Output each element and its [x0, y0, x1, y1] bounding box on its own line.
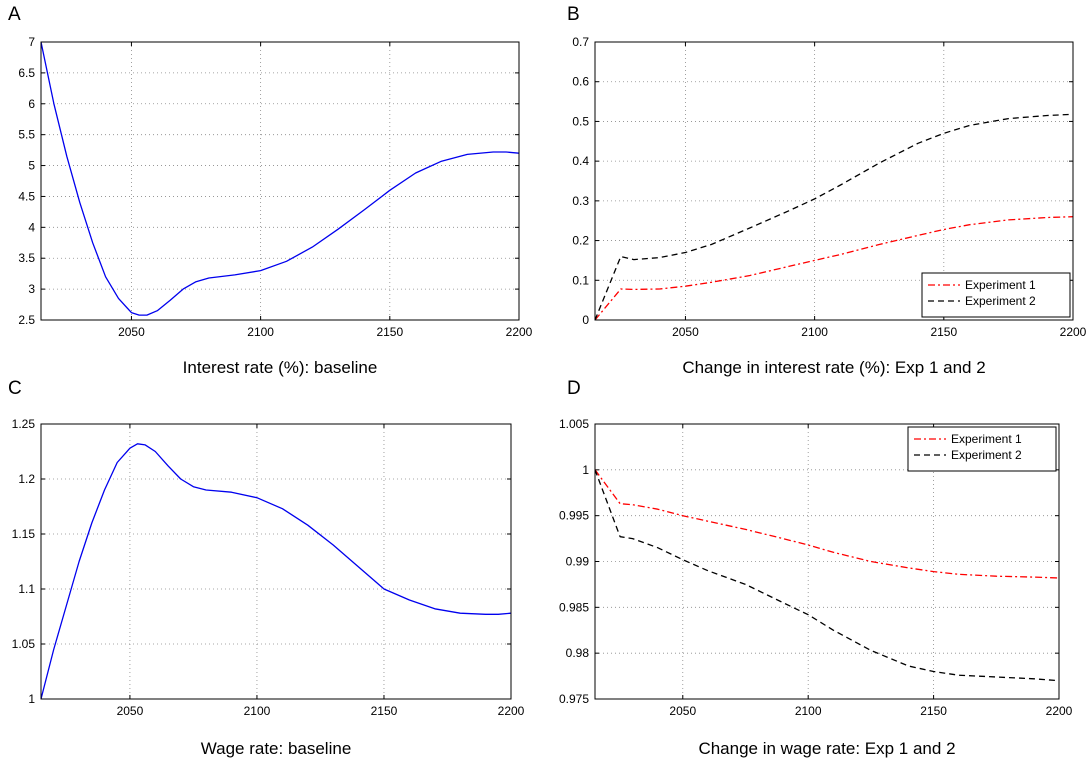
y-tick-label: 6	[28, 97, 35, 111]
x-tick-label: 2150	[920, 704, 947, 718]
y-tick-label: 0.3	[572, 194, 589, 208]
y-tick-label: 4	[28, 220, 35, 234]
plot-frame	[594, 423, 1060, 700]
series-line-experiment-1	[595, 469, 1059, 579]
x-tick-label: 2150	[371, 704, 398, 718]
y-tick-label: 0.1	[572, 273, 589, 287]
series-line	[41, 443, 511, 699]
y-tick-label: 4.5	[18, 189, 35, 203]
chart-panel-b: B 2050 2100 2150 2200 0 0.1 0.2 0.3 0.4 0.5 0.6 0.7 E…	[567, 4, 1087, 377]
x-tick-label: 2100	[247, 325, 274, 339]
x-tick-label: 2050	[118, 325, 145, 339]
plot-frame	[40, 423, 512, 700]
legend-box	[921, 272, 1071, 318]
y-tick-label: 0	[582, 313, 589, 327]
y-tick-label: 1	[582, 463, 589, 477]
panel-letter: B	[567, 4, 580, 25]
chart-panel-a: A 2050 2100 2150 2200 2.5 3 3.5 4 4.5 5 5.5 6 6.5 7 Int…	[8, 4, 533, 377]
x-tick-label: 2150	[930, 325, 957, 339]
x-tick-label: 2200	[498, 704, 525, 718]
x-tick-label: 2200	[1046, 704, 1073, 718]
y-tick-label: 7	[28, 35, 35, 49]
y-tick-label: 1.15	[12, 527, 36, 541]
panel-caption: Interest rate (%): baseline	[183, 358, 378, 377]
y-tick-label: 0.2	[572, 234, 589, 248]
y-tick-label: 6.5	[18, 66, 35, 80]
panel-caption: Wage rate: baseline	[201, 739, 352, 758]
y-tick-label: 1.2	[18, 472, 35, 486]
y-tick-label: 0.985	[559, 600, 589, 614]
y-tick-label: 1.1	[18, 582, 35, 596]
y-tick-label: 5.5	[18, 128, 35, 142]
x-tick-label: 2150	[376, 325, 403, 339]
y-tick-label: 0.4	[572, 154, 589, 168]
y-tick-label: 1.005	[559, 417, 589, 431]
series-line-experiment-2	[595, 469, 1059, 682]
y-tick-label: 0.5	[572, 114, 589, 128]
legend: Experiment 1 Experiment 2	[907, 426, 1057, 472]
legend-label: Experiment 1	[965, 278, 1036, 292]
series-line-experiment-2	[595, 113, 1073, 320]
y-tick-label: 3.5	[18, 251, 35, 265]
series-line-experiment-1	[595, 216, 1073, 320]
y-tick-label: 2.5	[18, 313, 35, 327]
legend-label: Experiment 2	[951, 448, 1022, 462]
legend-box	[907, 426, 1057, 472]
x-tick-label: 2100	[801, 325, 828, 339]
x-tick-label: 2050	[672, 325, 699, 339]
plot-frame	[594, 41, 1074, 321]
x-tick-label: 2200	[1060, 325, 1087, 339]
series-line	[41, 42, 519, 316]
y-tick-label: 1.05	[12, 637, 36, 651]
panel-letter: C	[8, 378, 22, 399]
legend-label: Experiment 1	[951, 432, 1022, 446]
x-tick-label: 2100	[795, 704, 822, 718]
x-tick-label: 2100	[244, 704, 271, 718]
panel-letter: A	[8, 4, 21, 25]
x-tick-label: 2200	[506, 325, 533, 339]
y-tick-label: 0.99	[566, 555, 590, 569]
legend-label: Experiment 2	[965, 294, 1036, 308]
y-tick-label: 0.6	[572, 75, 589, 89]
y-tick-label: 0.975	[559, 692, 589, 706]
y-tick-label: 3	[28, 282, 35, 296]
y-tick-label: 0.7	[572, 35, 589, 49]
x-tick-label: 2050	[669, 704, 696, 718]
chart-panel-c: C 2050 2100 2150 2200 1 1.05 1.1 1.15 1.2 1.25 Wage…	[8, 378, 525, 758]
plot-frame	[40, 41, 520, 321]
y-tick-label: 0.995	[559, 509, 589, 523]
y-tick-label: 5	[28, 159, 35, 173]
panel-letter: D	[567, 378, 581, 399]
panel-caption: Change in wage rate: Exp 1 and 2	[698, 739, 955, 758]
y-tick-label: 0.98	[566, 646, 590, 660]
legend: Experiment 1 Experiment 2	[921, 272, 1071, 318]
y-tick-label: 1	[28, 692, 35, 706]
panel-caption: Change in interest rate (%): Exp 1 and 2	[682, 358, 985, 377]
chart-panel-d: D 2050 2100 2150 2200 0.975 0.98 0.985 0.99 0.995…	[559, 378, 1073, 758]
x-tick-label: 2050	[117, 704, 144, 718]
y-tick-label: 1.25	[12, 417, 36, 431]
